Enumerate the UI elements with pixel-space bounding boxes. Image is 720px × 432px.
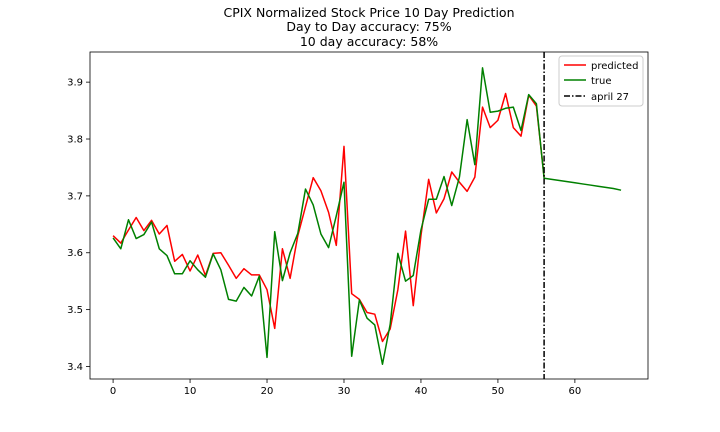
plot-area — [112, 52, 622, 379]
legend-label-true: true — [591, 76, 612, 87]
series-line-true — [112, 67, 622, 365]
chart-title-line-1: CPIX Normalized Stock Price 10 Day Predi… — [223, 5, 514, 20]
legend-label-predicted: predicted — [591, 61, 638, 72]
x-tick-label: 20 — [261, 386, 274, 397]
x-tick-label: 30 — [338, 386, 351, 397]
x-tick-label: 60 — [569, 386, 582, 397]
y-tick-label: 3.9 — [67, 78, 83, 89]
y-tick-label: 3.7 — [67, 191, 83, 202]
legend-label-april-27: april 27 — [591, 92, 629, 103]
y-tick-label: 3.6 — [67, 248, 83, 259]
x-tick-label: 10 — [184, 386, 197, 397]
x-tick-label: 50 — [492, 386, 505, 397]
axes: 0 10 20 30 40 50 60 3.4 3.5 3.6 3.7 3.8 3.9 — [67, 51, 649, 397]
x-tick-label: 40 — [415, 386, 428, 397]
x-tick-label: 0 — [110, 386, 116, 397]
chart-title-line-2: Day to Day accuracy: 75% — [286, 19, 451, 34]
series-line-predicted — [112, 92, 545, 343]
legend-box — [558, 55, 644, 107]
chart-title-line-3: 10 day accuracy: 58% — [300, 34, 438, 49]
y-tick-label: 3.5 — [67, 305, 83, 316]
y-tick-label: 3.8 — [67, 135, 83, 146]
legend: predicted true april 27 — [558, 55, 644, 107]
axes-frame — [89, 51, 649, 380]
y-tick-label: 3.4 — [67, 362, 83, 373]
